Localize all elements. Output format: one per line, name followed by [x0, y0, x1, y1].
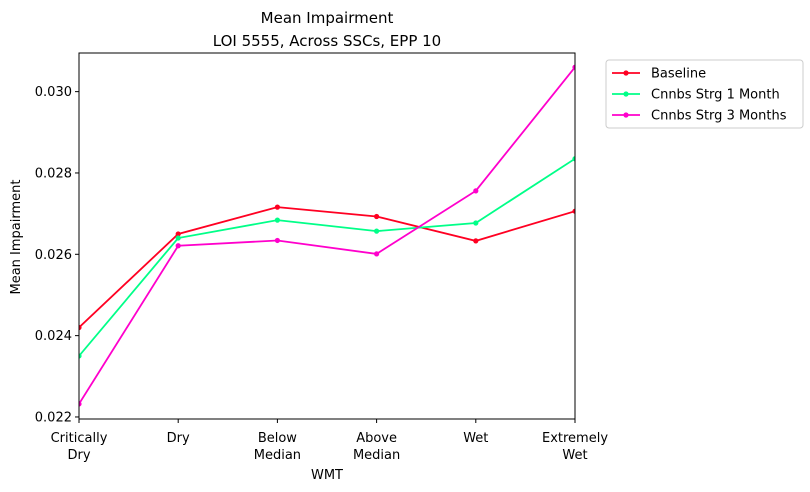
legend-label: Baseline [651, 67, 706, 82]
data-point [374, 251, 380, 257]
y-axis-label: Mean Impairment [9, 180, 24, 295]
data-point [572, 156, 575, 162]
y-axis: 0.022 0.024 0.026 0.028 0.030 [35, 85, 79, 425]
y-tick-label: 0.024 [35, 329, 72, 344]
data-point [572, 64, 575, 70]
plot-lines [79, 64, 575, 407]
series-line-0 [79, 206, 575, 329]
data-point [274, 204, 280, 210]
legend-marker [623, 70, 629, 76]
legend-label: Cnnbs Strg 1 Month [651, 88, 780, 103]
x-tick-label: Median [254, 448, 301, 463]
x-tick-label: Median [353, 448, 400, 463]
x-tick-label: Wet [562, 448, 587, 463]
y-tick-label: 0.022 [35, 410, 72, 425]
data-point [473, 238, 479, 244]
legend-marker [623, 91, 629, 97]
data-point [79, 324, 82, 331]
x-axis-label: WMT [311, 468, 343, 483]
x-tick-label: Wet [463, 431, 488, 446]
y-tick-label: 0.028 [35, 166, 72, 181]
data-point [175, 235, 181, 241]
plot-area-frame [78, 52, 576, 420]
data-point [175, 243, 181, 249]
y-tick-label: 0.030 [35, 85, 72, 100]
legend-frame [605, 59, 804, 129]
chart-title-line1: Mean Impairment [261, 9, 394, 27]
x-tick-label: Below [258, 431, 297, 446]
data-point [374, 228, 380, 234]
data-point [79, 401, 82, 407]
data-point [175, 231, 181, 237]
series-line-1 [79, 157, 575, 357]
data-point [79, 353, 82, 359]
data-point [473, 220, 479, 226]
legend-label: Cnnbs Strg 3 Months [651, 109, 787, 124]
x-tick-label: Dry [167, 431, 190, 446]
legend: Baseline Cnnbs Strg 1 Month Cnnbs Strg 3 M… [605, 59, 804, 129]
x-axis: Critically Dry Dry Below Median Above Median We… [51, 419, 608, 463]
data-point [274, 237, 280, 244]
series-line-2 [79, 66, 575, 405]
x-tick-label: Dry [67, 448, 90, 463]
x-tick-label: Critically [51, 431, 108, 446]
data-point [274, 217, 280, 223]
y-tick-label: 0.026 [35, 248, 72, 263]
x-tick-label: Extremely [542, 431, 608, 446]
legend-marker [623, 112, 629, 118]
chart-title-line2: LOI 5555, Across SSCs, EPP 10 [213, 32, 441, 50]
data-point [374, 213, 380, 220]
data-point [572, 208, 575, 214]
data-point [473, 188, 479, 194]
x-tick-label: Above [356, 431, 397, 446]
